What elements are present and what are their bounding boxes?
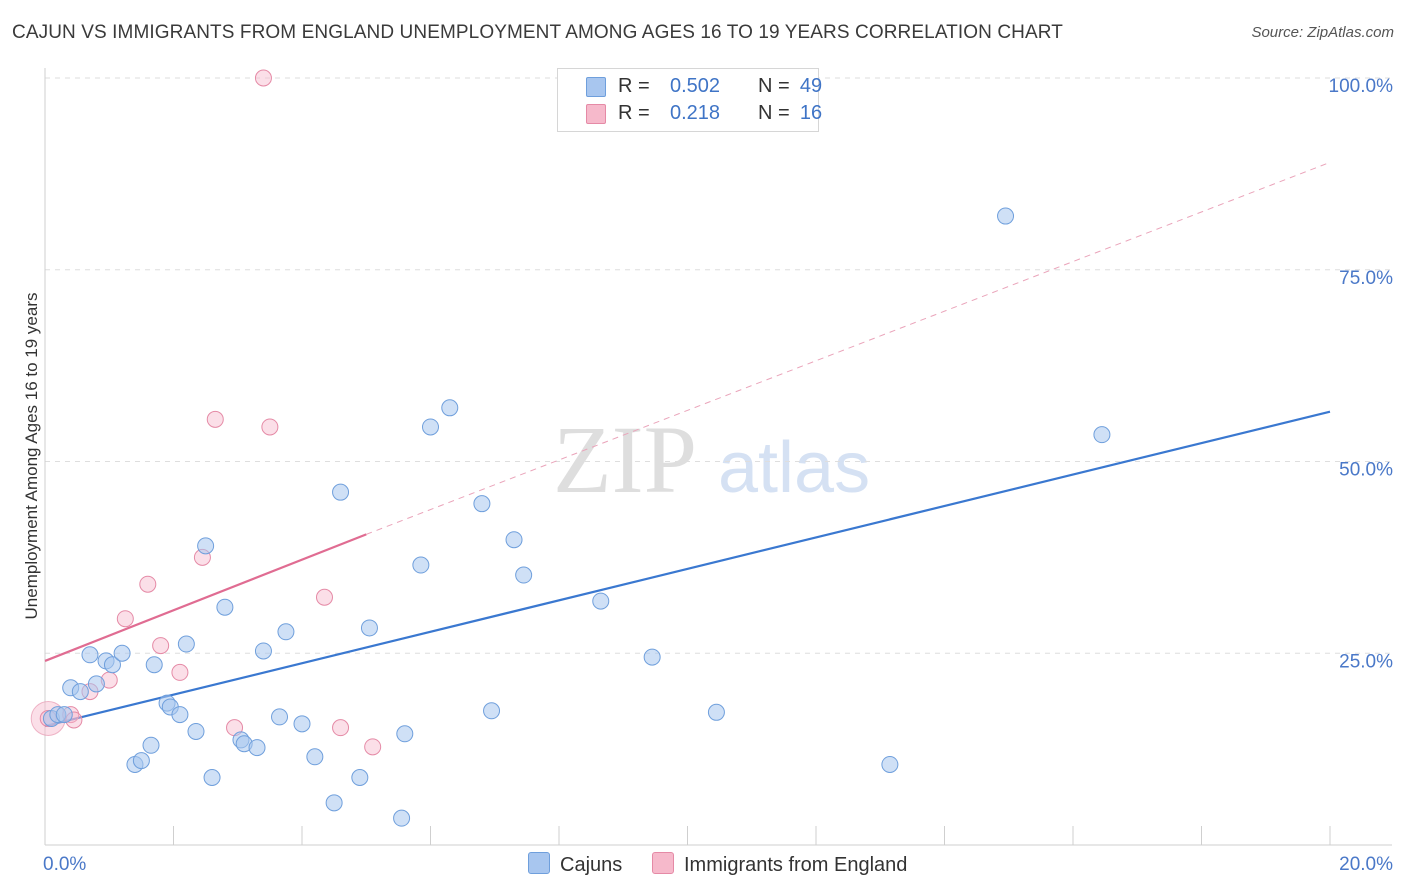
cajun-point <box>55 706 73 724</box>
england-point <box>206 410 224 428</box>
cajun-point <box>881 755 899 773</box>
bottom-legend-label-cajuns: Cajuns <box>560 854 623 876</box>
cajun-point <box>1093 426 1111 444</box>
cajun-point <box>216 598 234 616</box>
data-points <box>30 69 1111 827</box>
cajun-point <box>473 495 491 513</box>
england-point <box>171 663 189 681</box>
bottom-legend-cajuns: Cajuns <box>528 852 622 876</box>
cajun-point <box>515 566 533 584</box>
x-tick-label-min: 0.0% <box>43 854 86 875</box>
cajun-point <box>360 619 378 637</box>
england-point <box>332 719 350 737</box>
england-point <box>364 738 382 756</box>
cajun-point <box>71 683 89 701</box>
cajun-point <box>197 537 215 555</box>
england-point <box>152 637 170 655</box>
cajun-point <box>254 642 272 660</box>
england-point <box>261 418 279 436</box>
legend-r-label: R = <box>618 102 650 124</box>
y-tick-label: 75.0% <box>1339 268 1393 289</box>
cajun-point <box>293 715 311 733</box>
y-tick-labels: 25.0% 50.0% 75.0% 100.0% <box>1329 76 1394 672</box>
legend-n-label: N = <box>758 102 790 124</box>
trend-line-cajuns <box>44 410 1331 728</box>
y-tick-label: 100.0% <box>1329 76 1394 97</box>
trend-line-england <box>44 533 367 662</box>
cajun-point <box>332 483 350 501</box>
cajun-point <box>396 725 414 743</box>
bottom-legend-swatch-cajuns <box>528 852 550 874</box>
cajun-point <box>441 399 459 417</box>
cajun-point <box>277 623 295 641</box>
cajun-point <box>113 644 131 662</box>
england-point <box>254 69 272 87</box>
cajun-point <box>87 675 105 693</box>
cajun-point <box>81 646 99 664</box>
legend-r-value: 0.502 <box>669 75 721 97</box>
legend-n-value: 16 <box>799 102 823 124</box>
cajun-point <box>271 708 289 726</box>
legend-r-value: 0.218 <box>669 102 721 124</box>
cajun-point <box>483 702 501 720</box>
cajun-point <box>325 794 343 812</box>
legend-r-label: R = <box>618 75 650 97</box>
x-tick-label-max: 20.0% <box>1339 854 1393 875</box>
england-point <box>139 575 157 593</box>
axes <box>44 68 1392 846</box>
watermark-atlas: atlas <box>718 428 870 508</box>
cajun-point <box>132 752 150 770</box>
y-axis-title: Unemployment Among Ages 16 to 19 years <box>22 293 41 620</box>
bottom-legend-label-england: Immigrants from England <box>684 854 908 876</box>
trend-line-england-extension <box>366 161 1331 535</box>
trend-lines <box>44 161 1331 728</box>
cajun-point <box>422 418 439 436</box>
cajun-point <box>351 769 369 787</box>
legend-n-label: N = <box>758 75 790 97</box>
legend-swatch-england <box>586 104 606 124</box>
bottom-legend-england: Immigrants from England <box>652 852 907 876</box>
source-label: Source: ZipAtlas.com <box>1251 24 1394 41</box>
cajun-point <box>707 703 725 721</box>
cajun-point <box>306 748 324 766</box>
cajun-point <box>177 635 195 653</box>
cajun-point <box>412 556 430 574</box>
cajun-point <box>393 809 411 827</box>
cajun-point <box>142 736 160 754</box>
grid-lines <box>45 77 1392 654</box>
x-tick-labels: 0.0% 20.0% <box>43 854 1393 875</box>
cajun-point <box>145 656 163 674</box>
cajun-point <box>171 706 189 724</box>
cajun-point <box>203 769 221 787</box>
england-point <box>315 588 333 606</box>
cajun-point <box>187 722 205 740</box>
watermark: ZIP atlas <box>553 406 870 513</box>
england-point <box>116 610 134 628</box>
cajun-point <box>505 531 523 549</box>
cajun-point <box>592 592 610 610</box>
cajun-point <box>103 656 121 674</box>
legend-swatch-cajuns <box>586 77 606 97</box>
chart-title: CAJUN VS IMMIGRANTS FROM ENGLAND UNEMPLO… <box>12 22 1063 43</box>
y-tick-label: 25.0% <box>1339 651 1393 672</box>
cajun-point <box>997 207 1015 225</box>
y-tick-label: 50.0% <box>1339 460 1393 481</box>
cajun-point <box>248 739 266 757</box>
legend: R = 0.502 N = 49 R = 0.218 N = 16 <box>557 68 822 132</box>
cajun-point <box>643 648 661 666</box>
legend-n-value: 49 <box>799 75 823 97</box>
watermark-zip: ZIP <box>553 406 697 513</box>
bottom-legend-swatch-england <box>652 852 674 874</box>
